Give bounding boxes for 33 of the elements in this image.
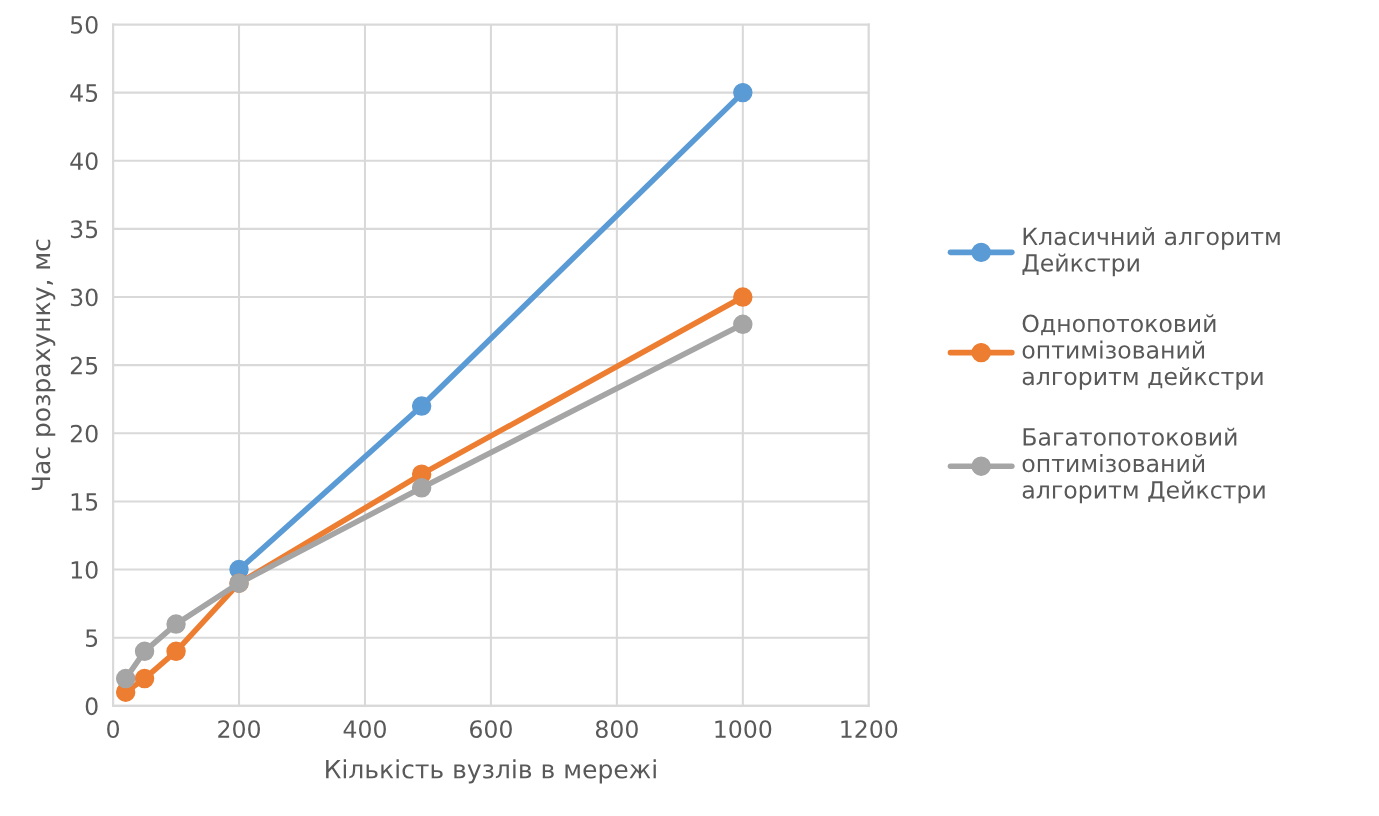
x-tick-label: 400 <box>343 720 386 739</box>
x-tick-label: 1200 <box>841 720 898 739</box>
y-tick-label: 50 <box>70 15 98 34</box>
y-tick-label: 10 <box>71 561 98 579</box>
x-axis-title: Кількість вузлів в мережі <box>326 759 656 784</box>
point <box>733 82 753 103</box>
point <box>166 614 186 634</box>
y-tick-label: 40 <box>70 152 98 171</box>
legend-label: Багатопотоковий оптимізований алгоритм Дейкстри <box>1022 427 1265 504</box>
y-tick-label: 25 <box>70 356 98 375</box>
y-axis-title: Час розрахунку, мс <box>31 239 56 491</box>
x-tick-label: 0 <box>107 720 120 739</box>
x-tick-label: 800 <box>595 720 638 739</box>
point <box>411 478 432 498</box>
point <box>115 668 136 689</box>
point <box>411 396 432 416</box>
y-tick-label: 5 <box>85 629 98 648</box>
x-tick-label: 1000 <box>715 720 772 739</box>
x-tick-label: 600 <box>470 720 512 739</box>
legend-label: Класичний алгоритм Дейкстри <box>1022 227 1280 277</box>
y-tick-label: 30 <box>70 288 98 307</box>
point <box>733 287 753 307</box>
y-tick-label: 0 <box>85 697 98 716</box>
y-tick-label: 35 <box>70 220 98 239</box>
legend-label: Однопотоковий оптимізований алгоритм дейкстри <box>1022 314 1263 390</box>
y-tick-label: 45 <box>70 84 98 102</box>
point <box>166 641 186 662</box>
point <box>733 314 753 335</box>
y-tick-label: 20 <box>70 424 98 443</box>
y-tick-label: 15 <box>71 493 98 511</box>
x-tick-label: 200 <box>218 720 260 739</box>
point <box>134 641 155 662</box>
point <box>134 668 155 689</box>
